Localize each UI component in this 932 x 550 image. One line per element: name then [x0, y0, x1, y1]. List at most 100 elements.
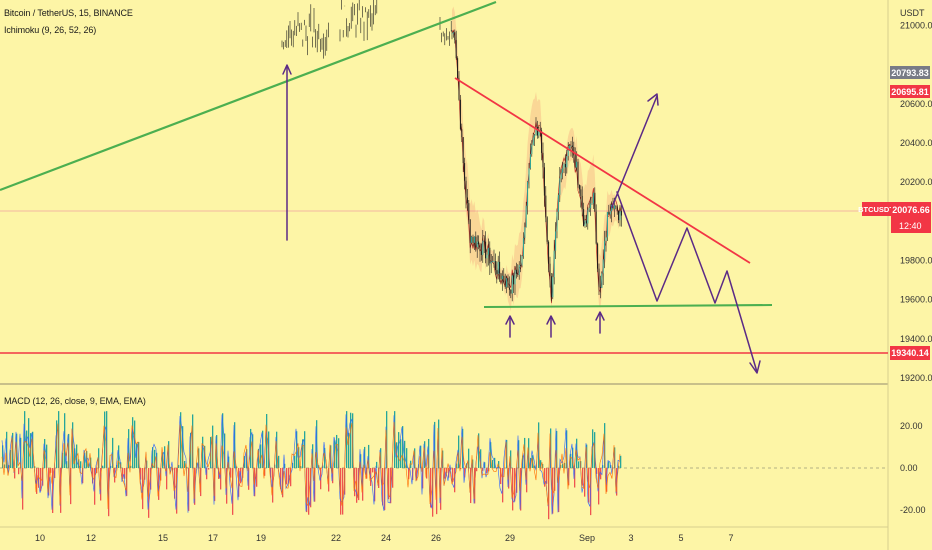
macd-bar — [182, 426, 184, 468]
candle-body — [611, 204, 613, 212]
macd-bar — [66, 461, 68, 468]
candle-body — [479, 244, 481, 252]
arrow-up-bottom-3[interactable] — [595, 311, 605, 334]
macd-bar — [534, 465, 536, 468]
macd-bar — [38, 468, 40, 488]
macd-bar — [136, 443, 138, 468]
macd-tick-label: 0.00 — [900, 463, 918, 473]
candle-body — [464, 163, 466, 181]
macd-bar — [500, 468, 502, 485]
macd-bar — [498, 461, 500, 468]
macd-bar — [196, 462, 198, 468]
resistance-trendline[interactable] — [454, 77, 751, 264]
candle-body — [475, 236, 477, 248]
candle-body — [584, 220, 586, 226]
candle-body — [524, 227, 526, 238]
macd-bar — [132, 417, 134, 468]
time-tick-label: 12 — [86, 533, 96, 543]
current-price-badge[interactable]: BTCUSDT 20076.66 12:40 — [858, 202, 931, 233]
price-pane[interactable] — [0, 0, 888, 382]
macd-bar — [444, 468, 446, 479]
macd-bar — [376, 461, 378, 468]
candle-body — [515, 269, 517, 274]
symbol-legend[interactable]: Bitcoin / TetherUS, 15, BINANCE — [4, 8, 133, 18]
macd-bar — [428, 438, 430, 468]
macd-bar — [186, 466, 188, 468]
time-axis[interactable]: 10 12 15 17 19 22 24 26 29 Sep 3 5 7 — [35, 533, 734, 543]
macd-bar — [26, 430, 28, 468]
macd-bar — [222, 413, 224, 468]
candle-body — [494, 261, 496, 271]
price-axis[interactable]: USDT 21000.00 20600.00 20400.00 20200.00 198… — [900, 8, 932, 383]
breakout-arrow[interactable] — [611, 93, 659, 208]
candle-body — [556, 211, 558, 232]
arrow-up-bottom-1[interactable] — [505, 315, 515, 338]
candle-body — [581, 195, 583, 210]
macd-bar — [258, 448, 260, 468]
macd-bar — [582, 468, 584, 486]
candle-body — [454, 32, 456, 41]
arrow-up-bottom-2[interactable] — [546, 315, 556, 338]
candle-body — [594, 192, 596, 212]
candle-body — [521, 255, 523, 266]
macd-bar — [62, 452, 64, 468]
macd-bar — [520, 468, 522, 511]
candle-body — [573, 146, 575, 153]
macd-bar — [262, 430, 264, 468]
macd-bar — [436, 468, 438, 515]
candle-body — [618, 210, 620, 221]
candle-body — [490, 261, 492, 264]
macd-bar — [300, 465, 302, 468]
projection-path[interactable] — [616, 191, 761, 374]
candle-body — [553, 250, 555, 278]
macd-bar — [460, 468, 462, 470]
macd-bar — [492, 460, 494, 468]
macd-bar — [408, 468, 410, 480]
macd-bar — [540, 460, 542, 468]
candle-body — [476, 241, 478, 248]
candle-body — [473, 236, 475, 243]
macd-bar — [446, 468, 448, 473]
candle-body — [543, 167, 545, 196]
time-tick-label: 15 — [158, 533, 168, 543]
arrow-up-left[interactable] — [282, 64, 292, 241]
macd-bar — [190, 432, 192, 468]
candle-body — [606, 212, 608, 238]
candle-body — [557, 194, 559, 212]
macd-legend[interactable]: MACD (12, 26, close, 9, EMA, EMA) — [4, 396, 146, 406]
macd-bar — [476, 468, 478, 472]
macd-bar — [162, 452, 164, 468]
macd-bar — [452, 468, 454, 482]
macd-bar — [178, 464, 180, 468]
macd-bar — [346, 411, 348, 468]
macd-bar — [74, 448, 76, 468]
candle-body — [468, 203, 470, 220]
candle-body — [455, 40, 457, 59]
macd-bar — [486, 468, 488, 474]
candle-body — [552, 277, 554, 298]
candle-body — [485, 241, 487, 259]
macd-bar — [266, 414, 268, 468]
macd-bar — [430, 468, 432, 508]
macd-bar — [78, 459, 80, 468]
macd-bar — [350, 412, 352, 468]
macd-bar — [22, 468, 24, 510]
candle-body — [599, 287, 601, 288]
macd-bar — [54, 468, 56, 479]
uptrend-line[interactable] — [0, 0, 497, 192]
macd-bar — [588, 468, 590, 503]
candle-body — [508, 287, 510, 290]
macd-bar — [220, 468, 222, 490]
candle-body — [513, 275, 515, 285]
candle-body — [576, 161, 578, 168]
macd-axis[interactable]: 20.00 0.00 -20.00 — [900, 421, 926, 515]
macd-bar — [80, 461, 82, 468]
time-tick-label: 7 — [728, 533, 733, 543]
candle-body — [562, 168, 564, 173]
candle-body — [560, 172, 562, 179]
ichimoku-legend[interactable]: Ichimoku (9, 26, 52, 26) — [4, 25, 97, 35]
support-line[interactable] — [483, 304, 773, 308]
macd-bar — [402, 426, 404, 468]
macd-bar — [92, 468, 94, 484]
